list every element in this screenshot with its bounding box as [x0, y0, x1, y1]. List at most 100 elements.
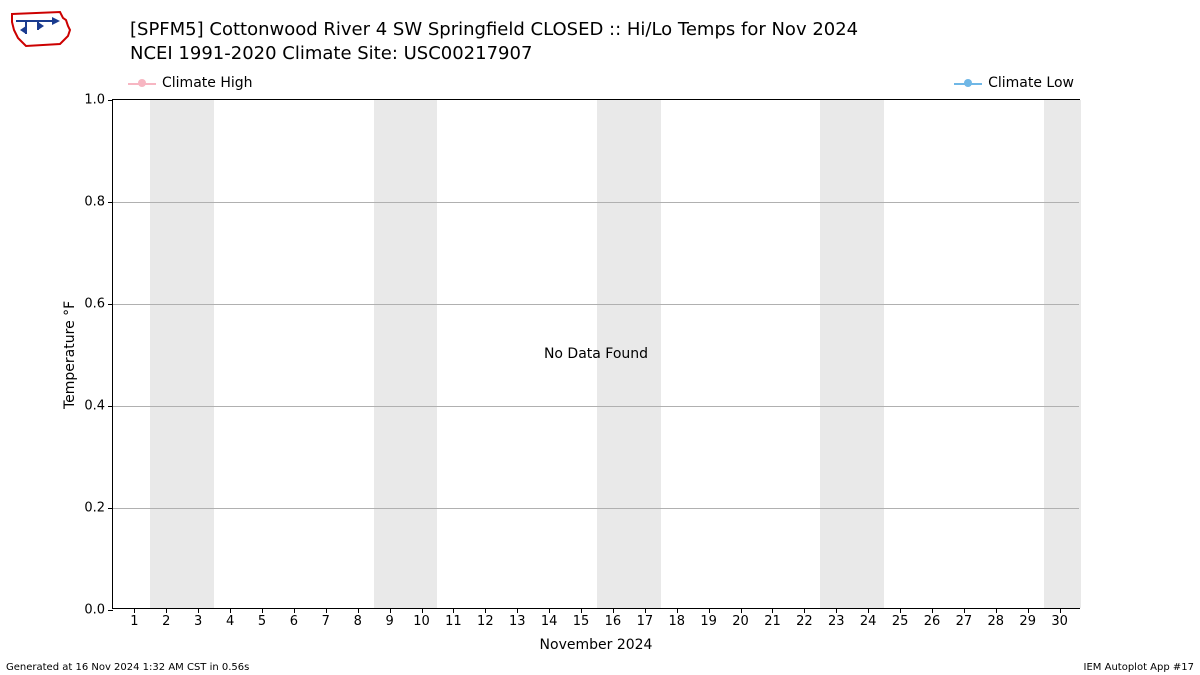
y-tick-label: 0.4	[84, 399, 105, 414]
y-tick-label: 0.2	[84, 501, 105, 516]
x-tick-mark	[230, 608, 231, 613]
gridline	[113, 202, 1079, 203]
footer-app: IEM Autoplot App #17	[1084, 662, 1194, 673]
x-tick-mark	[485, 608, 486, 613]
x-tick-mark	[134, 608, 135, 613]
x-tick-mark	[868, 608, 869, 613]
x-tick-mark	[804, 608, 805, 613]
gridline	[113, 508, 1079, 509]
title-line-1: [SPFM5] Cottonwood River 4 SW Springfiel…	[130, 18, 858, 42]
y-tick-mark	[108, 406, 113, 407]
chart-titles: [SPFM5] Cottonwood River 4 SW Springfiel…	[130, 18, 858, 66]
x-tick-label: 7	[322, 614, 330, 629]
x-tick-label: 3	[194, 614, 202, 629]
x-tick-mark	[453, 608, 454, 613]
iem-logo	[8, 6, 78, 52]
x-tick-mark	[645, 608, 646, 613]
no-data-message: No Data Found	[544, 346, 648, 362]
gridline	[113, 406, 1079, 407]
y-tick-mark	[108, 304, 113, 305]
x-tick-label: 28	[988, 614, 1005, 629]
x-tick-label: 20	[732, 614, 749, 629]
x-tick-label: 29	[1019, 614, 1036, 629]
x-tick-mark	[996, 608, 997, 613]
title-line-2: NCEI 1991-2020 Climate Site: USC00217907	[130, 42, 858, 66]
x-tick-label: 11	[445, 614, 462, 629]
x-tick-mark	[422, 608, 423, 613]
x-tick-label: 8	[354, 614, 362, 629]
y-tick-mark	[108, 202, 113, 203]
x-tick-mark	[166, 608, 167, 613]
x-tick-label: 1	[130, 614, 138, 629]
x-tick-mark	[517, 608, 518, 613]
weekend-shade	[820, 100, 884, 608]
y-tick-mark	[108, 100, 113, 101]
legend-climate-high: Climate High	[128, 75, 253, 91]
logo-flag2	[38, 22, 44, 30]
x-tick-label: 22	[796, 614, 813, 629]
x-tick-mark	[613, 608, 614, 613]
x-axis-label: November 2024	[540, 637, 653, 653]
footer-generated: Generated at 16 Nov 2024 1:32 AM CST in …	[6, 662, 249, 673]
x-tick-mark	[549, 608, 550, 613]
x-tick-label: 10	[413, 614, 430, 629]
x-tick-label: 14	[541, 614, 558, 629]
x-tick-label: 12	[477, 614, 494, 629]
legend-high-dot	[138, 79, 146, 87]
y-tick-label: 0.0	[84, 603, 105, 618]
legend-low-dot	[964, 79, 972, 87]
x-tick-label: 2	[162, 614, 170, 629]
x-tick-mark	[709, 608, 710, 613]
y-tick-mark	[108, 610, 113, 611]
x-tick-mark	[964, 608, 965, 613]
page-root: [SPFM5] Cottonwood River 4 SW Springfiel…	[0, 0, 1200, 675]
weekend-shade	[1044, 100, 1081, 608]
legend-climate-low: Climate Low	[954, 75, 1074, 91]
y-axis-label: Temperature °F	[62, 301, 78, 409]
x-tick-mark	[772, 608, 773, 613]
y-tick-mark	[108, 508, 113, 509]
legend-high-marker	[128, 76, 156, 90]
x-tick-mark	[262, 608, 263, 613]
x-tick-mark	[198, 608, 199, 613]
legend-high-label: Climate High	[162, 75, 253, 91]
x-tick-label: 19	[700, 614, 717, 629]
x-tick-label: 6	[290, 614, 298, 629]
weekend-shade	[150, 100, 214, 608]
legend-low-marker	[954, 76, 982, 90]
x-tick-label: 17	[637, 614, 654, 629]
x-tick-mark	[294, 608, 295, 613]
x-tick-label: 13	[509, 614, 526, 629]
logo-outline	[12, 12, 70, 46]
x-tick-mark	[741, 608, 742, 613]
y-tick-label: 0.6	[84, 297, 105, 312]
x-tick-label: 21	[764, 614, 781, 629]
x-tick-mark	[836, 608, 837, 613]
x-tick-label: 18	[668, 614, 685, 629]
plot-area: No Data Found 0.00.20.40.60.81.012345678…	[112, 99, 1080, 609]
x-tick-label: 23	[828, 614, 845, 629]
gridline	[113, 304, 1079, 305]
x-tick-mark	[932, 608, 933, 613]
logo-arrow-head	[52, 17, 60, 25]
x-tick-label: 25	[892, 614, 909, 629]
y-tick-label: 1.0	[84, 93, 105, 108]
x-tick-label: 5	[258, 614, 266, 629]
x-tick-mark	[900, 608, 901, 613]
x-tick-label: 4	[226, 614, 234, 629]
x-tick-label: 27	[956, 614, 973, 629]
x-tick-mark	[326, 608, 327, 613]
x-tick-label: 16	[605, 614, 622, 629]
x-tick-label: 30	[1051, 614, 1068, 629]
x-tick-mark	[581, 608, 582, 613]
x-tick-label: 9	[385, 614, 393, 629]
x-tick-label: 15	[573, 614, 590, 629]
logo-flag1	[20, 26, 26, 34]
x-tick-mark	[1028, 608, 1029, 613]
y-tick-label: 0.8	[84, 195, 105, 210]
x-tick-mark	[1060, 608, 1061, 613]
x-tick-mark	[677, 608, 678, 613]
x-tick-mark	[358, 608, 359, 613]
weekend-shade	[374, 100, 438, 608]
x-tick-label: 26	[924, 614, 941, 629]
